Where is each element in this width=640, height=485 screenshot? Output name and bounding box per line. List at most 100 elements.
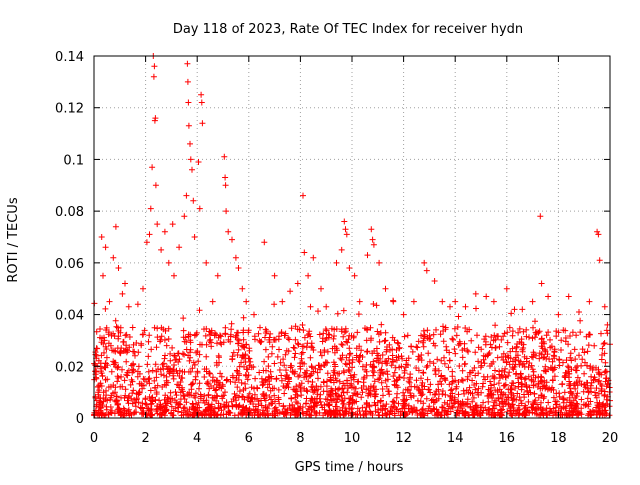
data-point <box>521 353 528 360</box>
data-point <box>153 389 160 396</box>
data-point <box>464 347 471 354</box>
data-point <box>149 367 156 374</box>
data-point <box>543 332 550 339</box>
data-point <box>344 339 351 346</box>
data-point <box>98 399 105 406</box>
data-point <box>485 398 492 405</box>
data-point <box>151 385 158 391</box>
data-point <box>111 359 118 366</box>
data-point <box>108 368 115 375</box>
data-point <box>292 394 299 401</box>
data-point <box>213 331 220 338</box>
data-point <box>180 411 187 418</box>
data-point <box>103 354 110 361</box>
data-point <box>526 384 533 391</box>
data-point <box>388 404 395 410</box>
data-point <box>384 360 391 367</box>
data-point <box>480 352 487 359</box>
data-point <box>195 399 202 406</box>
data-point <box>211 412 217 419</box>
data-point <box>325 411 332 417</box>
data-point <box>94 345 101 352</box>
data-point <box>203 366 210 372</box>
data-point <box>351 272 358 279</box>
data-point <box>184 78 191 85</box>
data-point <box>291 345 298 352</box>
data-point <box>271 405 278 412</box>
data-point <box>385 388 392 395</box>
y-axis-label: ROTI / TECUs <box>6 197 21 282</box>
data-point <box>602 407 609 414</box>
data-point <box>384 344 390 350</box>
data-point <box>376 375 383 382</box>
data-point <box>545 329 552 336</box>
data-point <box>453 383 460 390</box>
data-point <box>488 392 495 398</box>
data-point <box>436 391 442 398</box>
data-point <box>271 336 278 343</box>
data-point <box>234 336 241 343</box>
data-point <box>114 378 121 385</box>
data-point <box>380 403 387 410</box>
data-point <box>373 302 380 309</box>
data-point <box>341 329 348 336</box>
data-point <box>407 390 414 397</box>
data-point <box>164 400 171 407</box>
data-point <box>146 411 153 417</box>
data-point <box>562 374 569 381</box>
data-point <box>225 408 232 415</box>
data-point <box>234 392 240 399</box>
data-point <box>489 395 496 402</box>
data-point <box>395 400 402 407</box>
data-point <box>547 364 554 371</box>
data-point <box>359 404 366 411</box>
data-point <box>176 356 183 363</box>
data-point <box>140 285 146 292</box>
data-point <box>560 359 566 366</box>
x-tick-label: 10 <box>344 431 361 446</box>
data-point <box>469 390 476 397</box>
data-point <box>165 259 172 266</box>
data-point <box>196 351 203 358</box>
data-point <box>274 353 281 360</box>
data-point <box>123 349 130 356</box>
data-point <box>103 324 110 331</box>
data-point <box>134 373 141 380</box>
data-point <box>576 309 582 315</box>
data-point <box>145 353 152 360</box>
data-point <box>124 397 131 404</box>
data-point <box>112 384 119 391</box>
data-point <box>301 374 308 381</box>
data-point <box>500 403 507 410</box>
data-point <box>598 371 605 378</box>
data-point <box>315 386 321 393</box>
data-point <box>175 404 182 411</box>
data-point <box>473 380 480 387</box>
data-point <box>490 337 497 344</box>
data-point <box>455 391 462 398</box>
data-point <box>384 376 391 383</box>
data-point <box>192 373 199 380</box>
data-point <box>591 374 598 381</box>
data-point <box>117 411 124 418</box>
data-point <box>458 376 465 383</box>
data-point <box>491 381 498 388</box>
data-point <box>282 410 289 417</box>
data-point <box>99 335 105 342</box>
data-point <box>487 378 494 385</box>
data-point <box>141 327 148 334</box>
data-point <box>209 406 215 413</box>
data-point <box>492 367 498 374</box>
data-point <box>104 362 111 369</box>
data-point <box>297 365 304 372</box>
data-point <box>603 396 610 403</box>
data-point <box>379 352 386 358</box>
data-point <box>223 402 230 409</box>
data-point <box>348 380 355 387</box>
data-point <box>535 380 542 387</box>
data-point <box>356 298 363 305</box>
chart-title: Day 118 of 2023, Rate Of TEC Index for r… <box>173 22 523 37</box>
data-point <box>230 349 237 356</box>
data-point <box>566 399 573 406</box>
data-point <box>359 363 366 370</box>
